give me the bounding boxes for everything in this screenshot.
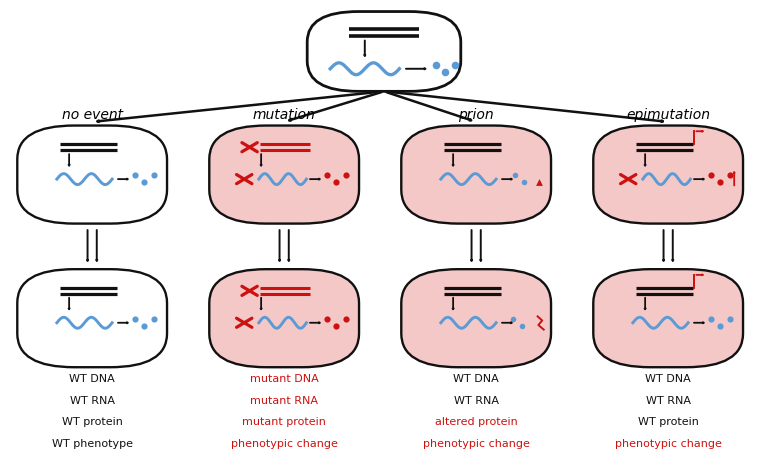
FancyBboxPatch shape <box>401 269 551 368</box>
FancyBboxPatch shape <box>307 13 461 92</box>
Point <box>321 315 333 323</box>
Point <box>330 179 343 187</box>
FancyBboxPatch shape <box>593 126 743 224</box>
Point <box>533 179 545 186</box>
Text: WT protein: WT protein <box>61 417 123 426</box>
Text: altered protein: altered protein <box>435 417 518 426</box>
Point <box>147 172 160 179</box>
Text: epimutation: epimutation <box>626 108 710 121</box>
Text: WT RNA: WT RNA <box>646 394 690 404</box>
Point <box>138 323 151 330</box>
Point <box>439 69 452 76</box>
Point <box>129 315 141 323</box>
Point <box>330 323 343 330</box>
Text: mutant protein: mutant protein <box>242 417 326 426</box>
Text: phenotypic change: phenotypic change <box>230 439 338 448</box>
Text: phenotypic change: phenotypic change <box>614 439 722 448</box>
Text: WT RNA: WT RNA <box>454 394 498 404</box>
FancyBboxPatch shape <box>209 269 359 368</box>
Point <box>705 172 717 179</box>
Text: WT DNA: WT DNA <box>453 373 499 383</box>
Point <box>516 323 528 330</box>
Text: mutant RNA: mutant RNA <box>250 394 318 404</box>
Point <box>705 315 717 323</box>
Point <box>147 315 160 323</box>
Text: prion: prion <box>458 108 494 121</box>
Point <box>129 172 141 179</box>
Text: WT DNA: WT DNA <box>645 373 691 383</box>
FancyBboxPatch shape <box>17 269 167 368</box>
Text: no event: no event <box>61 108 123 121</box>
Text: WT RNA: WT RNA <box>70 394 114 404</box>
Point <box>518 179 530 187</box>
Point <box>138 179 151 187</box>
FancyBboxPatch shape <box>401 126 551 224</box>
Point <box>339 172 352 179</box>
Point <box>430 62 442 69</box>
Point <box>508 172 521 179</box>
FancyBboxPatch shape <box>209 126 359 224</box>
Point <box>714 179 727 187</box>
Text: WT phenotype: WT phenotype <box>51 439 133 448</box>
Text: mutant DNA: mutant DNA <box>250 373 319 383</box>
Point <box>339 315 352 323</box>
Point <box>507 315 519 323</box>
Text: mutation: mutation <box>253 108 316 121</box>
Point <box>714 323 727 330</box>
FancyBboxPatch shape <box>593 269 743 368</box>
Text: WT DNA: WT DNA <box>69 373 115 383</box>
Point <box>723 315 736 323</box>
FancyBboxPatch shape <box>17 126 167 224</box>
Point <box>723 172 736 179</box>
Text: phenotypic change: phenotypic change <box>422 439 530 448</box>
Point <box>449 62 461 69</box>
Text: WT protein: WT protein <box>637 417 699 426</box>
Point <box>321 172 333 179</box>
